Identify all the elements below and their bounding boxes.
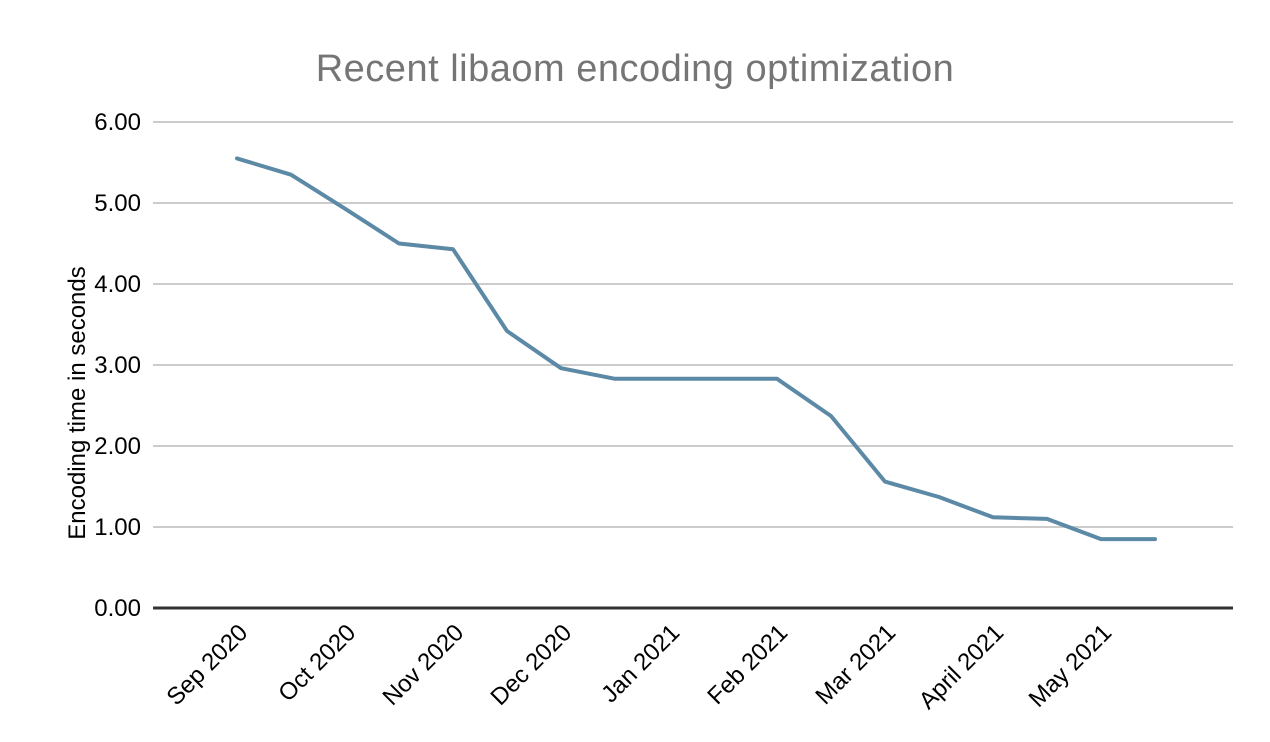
x-tick-label: May 2021 bbox=[1024, 619, 1118, 713]
x-tick-label: Nov 2020 bbox=[377, 619, 469, 711]
x-tick-label: Oct 2020 bbox=[273, 619, 361, 707]
x-tick-label: Dec 2020 bbox=[485, 619, 577, 711]
y-tick-label: 3.00 bbox=[94, 352, 141, 379]
y-tick-label: 1.00 bbox=[94, 514, 141, 541]
y-tick-label: 6.00 bbox=[94, 109, 141, 136]
y-tick-label: 2.00 bbox=[94, 433, 141, 460]
series-line bbox=[235, 156, 1157, 542]
y-tick-label: 4.00 bbox=[94, 271, 141, 298]
chart-title: Recent libaom encoding optimization bbox=[315, 48, 955, 90]
x-tick-label: Feb 2021 bbox=[702, 619, 793, 710]
y-tick-label: 0.00 bbox=[94, 595, 141, 622]
x-tick-label: Sep 2020 bbox=[161, 619, 253, 711]
y-axis-title: Encoding time in seconds bbox=[64, 266, 91, 540]
y-tick-label: 5.00 bbox=[94, 190, 141, 217]
x-tick-label: Mar 2021 bbox=[810, 619, 901, 710]
x-tick-label: Jan 2021 bbox=[596, 619, 685, 708]
x-tick-label: April 2021 bbox=[914, 619, 1010, 715]
